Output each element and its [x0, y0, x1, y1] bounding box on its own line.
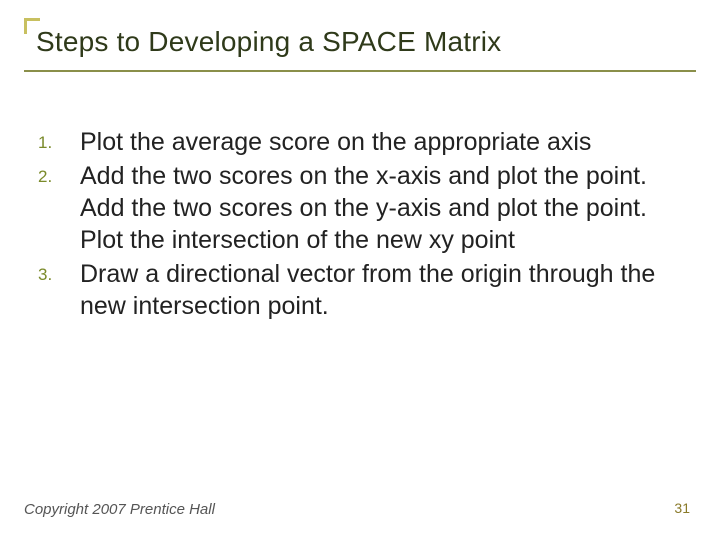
list-text: Plot the average score on the appropriat… — [80, 126, 591, 158]
list-number: 1. — [32, 126, 80, 153]
corner-accent-icon — [24, 18, 40, 34]
slide: Steps to Developing a SPACE Matrix 1. Pl… — [0, 0, 720, 540]
list-number: 3. — [32, 258, 80, 285]
list-text: Add the two scores on the x-axis and plo… — [80, 160, 678, 256]
list-text: Draw a directional vector from the origi… — [80, 258, 678, 322]
title-block: Steps to Developing a SPACE Matrix — [24, 18, 696, 72]
list-item: 3. Draw a directional vector from the or… — [32, 258, 696, 322]
ordered-list: 1. Plot the average score on the appropr… — [24, 126, 696, 322]
page-number: 31 — [674, 500, 690, 516]
list-item: 2. Add the two scores on the x-axis and … — [32, 160, 696, 256]
list-number: 2. — [32, 160, 80, 187]
page-title: Steps to Developing a SPACE Matrix — [36, 26, 696, 58]
list-item: 1. Plot the average score on the appropr… — [32, 126, 696, 158]
copyright-footer: Copyright 2007 Prentice Hall — [24, 501, 215, 518]
